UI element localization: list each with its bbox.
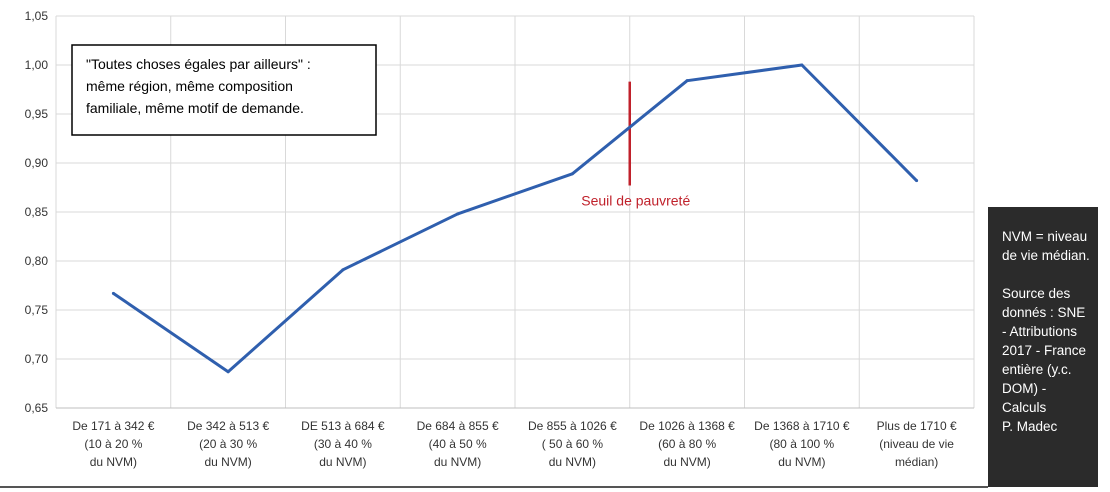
nvm-definition-line: de vie médian. xyxy=(1002,248,1090,263)
data-point xyxy=(685,79,689,83)
y-tick-label: 0,90 xyxy=(25,156,49,170)
data-point xyxy=(111,291,115,295)
annotation-text-line: "Toutes choses égales par ailleurs" : xyxy=(86,56,311,72)
x-tick-label: De 342 à 513 € xyxy=(187,419,269,433)
side-note-panel: NVM = niveau de vie médian. Source des d… xyxy=(988,207,1098,487)
x-tick-label: De 1026 à 1368 € xyxy=(639,419,735,433)
data-point xyxy=(800,63,804,67)
source-line: - Attributions xyxy=(1002,324,1078,339)
x-tick-label: du NVM) xyxy=(434,455,481,469)
x-tick-label: ( 50 à 60 % xyxy=(542,437,604,451)
y-tick-label: 0,95 xyxy=(25,107,49,121)
data-point xyxy=(341,268,345,272)
source-note: Source des donnés : SNE - Attributions 2… xyxy=(1002,284,1090,436)
x-tick-label: (40 à 50 % xyxy=(429,437,487,451)
y-tick-label: 0,75 xyxy=(25,303,49,317)
x-tick-label: De 684 à 855 € xyxy=(417,419,499,433)
x-tick-label: du NVM) xyxy=(549,455,596,469)
annotation-text-line: même région, même composition xyxy=(86,78,293,94)
source-line: DOM) - Calculs xyxy=(1002,381,1047,415)
x-tick-label: (20 à 30 % xyxy=(199,437,257,451)
series-line xyxy=(112,63,918,374)
x-tick-label: Plus de 1710 € xyxy=(877,419,957,433)
annotation-box xyxy=(71,44,377,136)
y-tick-label: 0,80 xyxy=(25,254,49,268)
nvm-definition: NVM = niveau de vie médian. xyxy=(1002,227,1090,265)
y-tick-label: 0,70 xyxy=(25,352,49,366)
annotation-text-line: familiale, même motif de demande. xyxy=(86,100,304,116)
data-point xyxy=(570,172,574,176)
x-tick-label: (80 à 100 % xyxy=(770,437,835,451)
source-line: P. Madec xyxy=(1002,419,1058,434)
data-point xyxy=(226,370,230,374)
source-line: donnés : SNE xyxy=(1002,305,1086,320)
source-line: 2017 - France xyxy=(1002,343,1087,358)
x-tick-label: De 1368 à 1710 € xyxy=(754,419,850,433)
x-tick-label: De 171 à 342 € xyxy=(72,419,154,433)
x-tick-label: du NVM) xyxy=(90,455,137,469)
y-tick-label: 0,65 xyxy=(25,401,49,415)
data-point xyxy=(915,179,919,183)
x-tick-label: du NVM) xyxy=(204,455,251,469)
source-line: entière (y.c. xyxy=(1002,362,1072,377)
x-tick-label: du NVM) xyxy=(778,455,825,469)
x-tick-label: du NVM) xyxy=(319,455,366,469)
x-tick-label: (60 à 80 % xyxy=(658,437,716,451)
nvm-definition-line: NVM = niveau xyxy=(1002,229,1088,244)
source-line: Source des xyxy=(1002,286,1071,301)
x-tick-label: du NVM) xyxy=(663,455,710,469)
y-tick-label: 1,00 xyxy=(25,58,49,72)
bottom-divider xyxy=(0,486,988,488)
data-point xyxy=(456,212,460,216)
y-tick-label: 0,85 xyxy=(25,205,49,219)
x-tick-label: (10 à 20 % xyxy=(84,437,142,451)
x-tick-label: De 855 à 1026 € xyxy=(528,419,617,433)
poverty-threshold-label: Seuil de pauvreté xyxy=(581,193,690,209)
x-tick-label: (niveau de vie xyxy=(879,437,954,451)
x-tick-label: médian) xyxy=(895,455,938,469)
x-tick-label: (30 à 40 % xyxy=(314,437,372,451)
y-tick-label: 1,05 xyxy=(25,9,49,23)
x-tick-label: DE 513 à 684 € xyxy=(301,419,385,433)
